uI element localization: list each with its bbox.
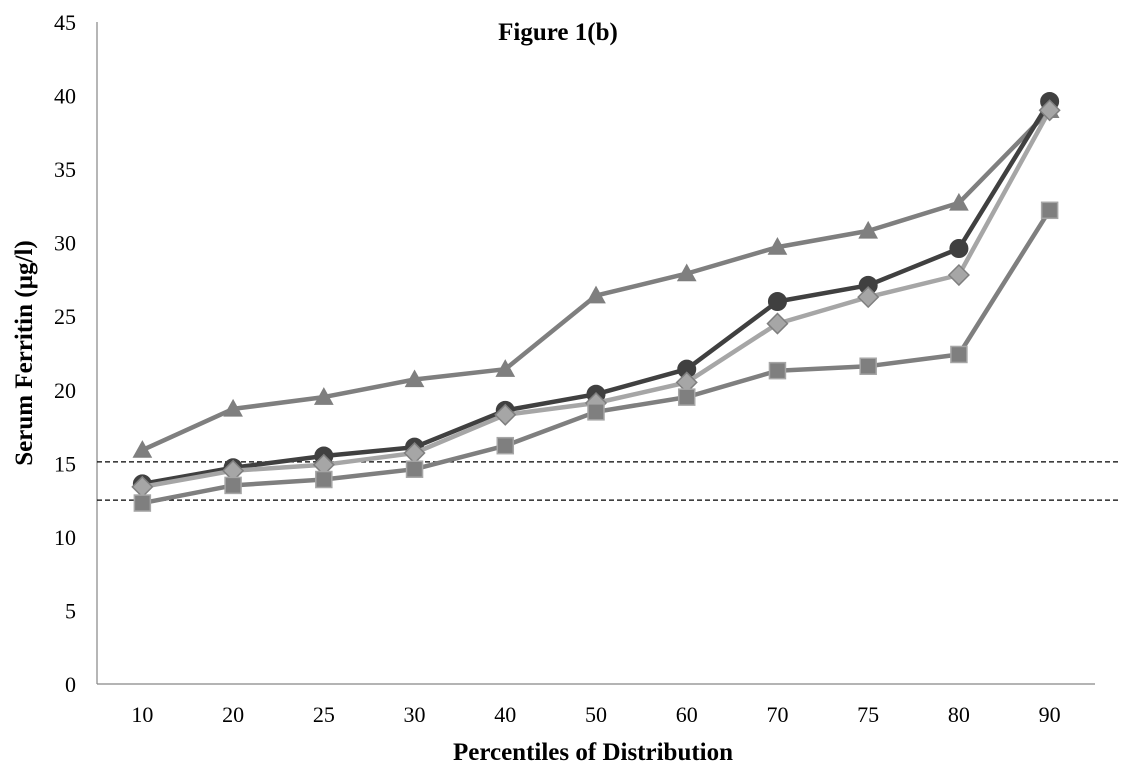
x-tick-label: 10 [131, 702, 153, 727]
x-axis-title: Percentiles of Distribution [453, 739, 733, 766]
data-point-square [587, 403, 605, 421]
series-square [133, 201, 1059, 512]
data-point-circle [767, 292, 787, 312]
x-tick-label: 20 [222, 702, 244, 727]
data-point-square [768, 361, 787, 380]
data-point-square [496, 436, 515, 455]
data-point-diamond [857, 286, 880, 309]
x-tick-label: 50 [585, 702, 607, 727]
data-point-diamond [947, 263, 970, 287]
data-point-circle [949, 239, 969, 259]
y-axis-title: Serum Ferritin (µg/l) [11, 240, 38, 465]
y-tick-label: 25 [54, 304, 76, 329]
y-tick-label: 15 [54, 451, 76, 476]
data-point-triangle [767, 237, 788, 255]
data-point-diamond [1038, 99, 1061, 122]
y-tick-label: 35 [54, 157, 76, 182]
data-point-triangle [949, 192, 969, 211]
data-point-square [859, 357, 877, 375]
x-tick-label: 75 [857, 702, 879, 727]
chart-title: Figure 1(b) [498, 19, 618, 46]
data-point-triangle [858, 220, 879, 239]
x-tick-label: 80 [948, 702, 970, 727]
x-tick-label: 70 [766, 702, 788, 727]
data-point-triangle [132, 440, 153, 458]
data-point-diamond [766, 312, 789, 335]
data-point-square [133, 494, 152, 512]
data-point-triangle [223, 398, 243, 417]
axes [96, 22, 1095, 685]
y-tick-label: 0 [65, 672, 76, 697]
data-point-diamond [494, 403, 517, 426]
data-point-triangle [313, 387, 334, 405]
data-point-triangle [495, 359, 516, 377]
data-point-triangle [676, 263, 697, 282]
data-point-square [224, 476, 242, 495]
y-tick-label: 20 [54, 378, 76, 403]
data-point-triangle [586, 285, 606, 304]
data-point-square [677, 388, 696, 406]
data-point-square [1040, 201, 1059, 220]
x-tick-label: 60 [676, 702, 698, 727]
x-tick-label: 25 [313, 702, 335, 727]
y-tick-labels: 0 5 10 15 20 25 30 35 40 45 [54, 10, 76, 697]
data-point-square [315, 470, 333, 489]
x-tick-label: 30 [404, 702, 426, 727]
data-point-square [950, 345, 968, 364]
y-tick-label: 45 [54, 10, 76, 35]
y-tick-label: 5 [65, 598, 76, 623]
data-point-square [405, 460, 424, 478]
y-tick-label: 10 [54, 525, 76, 550]
series-group [131, 91, 1061, 512]
series-line [140, 208, 1052, 506]
y-tick-label: 30 [54, 231, 76, 256]
series-diamond [131, 99, 1061, 498]
y-tick-label: 40 [54, 84, 76, 109]
x-tick-label: 90 [1039, 702, 1061, 727]
data-point-triangle [404, 369, 425, 388]
x-tick-label: 40 [494, 702, 516, 727]
x-tick-labels: 10 20 25 30 40 50 60 70 75 80 90 [131, 702, 1060, 727]
